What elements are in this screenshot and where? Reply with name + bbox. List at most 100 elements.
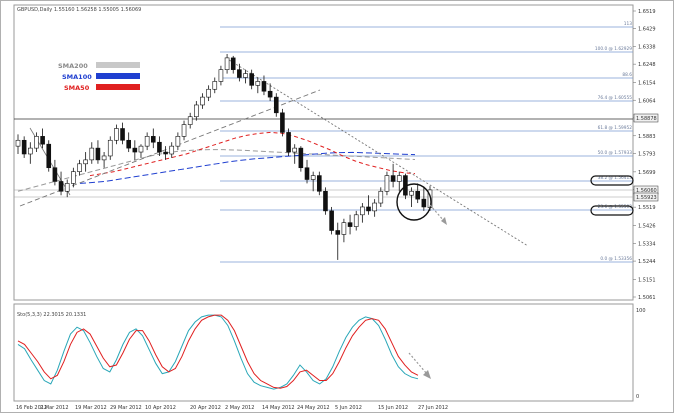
candle-body xyxy=(169,145,175,155)
candle-body xyxy=(64,183,70,192)
stoch-k-line xyxy=(17,314,419,390)
candle-body xyxy=(114,128,119,141)
fib-level-label: 38.2 @ 1.56413 xyxy=(598,175,633,181)
candle-body xyxy=(89,147,95,161)
candle-body xyxy=(34,136,39,149)
price-badge-label: 1.56060 xyxy=(636,188,657,194)
candle-body xyxy=(415,190,421,200)
price-tick-label: 1.5699 xyxy=(638,170,656,176)
candle-body xyxy=(384,175,390,192)
candle-body xyxy=(107,139,113,157)
candle-body xyxy=(206,88,211,98)
sma100-line xyxy=(79,151,416,184)
date-label: 16 Feb 2012 xyxy=(16,405,47,411)
price-tick-label: 1.5519 xyxy=(638,205,656,211)
price-tick-label: 1.5426 xyxy=(638,223,656,229)
chart-title: GBPUSD,Daily 1.55160 1.56258 1.55005 1.5… xyxy=(17,7,141,13)
price-tick-label: 1.6429 xyxy=(638,27,656,33)
candle-body xyxy=(298,147,304,169)
date-label: 24 May 2012 xyxy=(297,405,330,411)
candle-body xyxy=(144,136,150,147)
fib-level-label: 100.0 @ 1.62929 xyxy=(595,46,632,52)
price-tick-label: 1.5883 xyxy=(638,134,656,140)
price-tick-label: 1.6338 xyxy=(638,45,656,51)
candle-body xyxy=(21,139,27,155)
candle-body xyxy=(40,136,45,145)
candle-body xyxy=(267,90,273,98)
candle-body xyxy=(132,147,138,153)
date-label: 27 Jun 2012 xyxy=(418,405,448,411)
date-label: 2 May 2012 xyxy=(225,405,254,411)
price-tick-label: 1.5061 xyxy=(638,295,656,301)
fib-level-label: 113 xyxy=(624,21,632,27)
date-label: 2 Mar 2012 xyxy=(40,405,69,411)
fib-level-label: 50.0 @ 1.57933 xyxy=(598,150,633,156)
candle-body xyxy=(304,167,310,180)
candle-body xyxy=(138,145,144,153)
candle-body xyxy=(286,132,291,153)
candle-body xyxy=(378,190,384,204)
candle-body xyxy=(46,143,52,169)
sma200-line xyxy=(17,149,416,192)
main-chart-panel[interactable] xyxy=(13,4,634,301)
price-tick-label: 1.5244 xyxy=(638,259,656,265)
date-label: 15 Jun 2012 xyxy=(378,405,408,411)
candle-body xyxy=(52,167,58,182)
candle-body xyxy=(157,141,162,153)
legend-sma200-label: SMA200 xyxy=(58,62,88,70)
candle-body xyxy=(409,190,414,196)
candle-body xyxy=(323,190,328,212)
fib-level-label: 88.6 xyxy=(622,72,632,78)
price-tick-label: 1.6064 xyxy=(638,98,656,104)
price-tick-label: 1.5151 xyxy=(638,277,656,283)
fib-level-label: 61.8 @ 1.59952 xyxy=(598,125,633,131)
legend-sma200-swatch xyxy=(96,62,140,68)
candle-body xyxy=(366,206,371,212)
fib-236-highlight-oval xyxy=(590,205,634,216)
candle-body xyxy=(237,69,242,78)
candle-body xyxy=(150,136,156,143)
price-tick-label: 1.6248 xyxy=(638,62,656,68)
candle-body xyxy=(194,104,199,118)
candle-body xyxy=(353,214,359,227)
candle-body xyxy=(329,210,334,231)
price-tick-label: 1.5334 xyxy=(638,241,656,247)
legend-sma50-label: SMA50 xyxy=(64,84,90,92)
oscillator-label: Sto(5,3,3) 22.3015 20.1331 xyxy=(17,312,86,318)
candle-body xyxy=(372,202,377,212)
candle-body xyxy=(175,136,181,147)
fib-382-highlight-oval xyxy=(590,175,634,186)
stoch-d-line xyxy=(17,314,419,389)
candle-body xyxy=(58,181,64,192)
date-label: 14 May 2012 xyxy=(262,405,295,411)
ma-legend: SMA200 SMA100 SMA50 xyxy=(58,62,140,92)
downtrend-line xyxy=(225,57,529,247)
candle-body xyxy=(200,96,205,106)
date-label: 20 Apr 2012 xyxy=(190,405,221,411)
candle-body xyxy=(317,175,322,192)
candle-body xyxy=(243,73,248,78)
candle-body xyxy=(83,159,88,165)
legend-sma100-label: SMA100 xyxy=(62,73,92,81)
candle-body xyxy=(163,151,168,155)
candle-body xyxy=(396,175,402,182)
candle-body xyxy=(77,163,82,172)
candle-body xyxy=(335,230,341,235)
candle-body xyxy=(95,147,101,161)
candle-body xyxy=(181,124,187,137)
candle-body xyxy=(273,96,279,114)
legend-sma50-swatch xyxy=(96,84,140,90)
oscillator-panel[interactable] xyxy=(13,303,634,402)
candle-body xyxy=(341,222,347,235)
price-tick-label: 1.6519 xyxy=(638,9,656,15)
candle-body xyxy=(390,175,396,182)
price-badge-label: 1.55923 xyxy=(636,195,657,201)
candle-body xyxy=(347,222,353,227)
candle-body xyxy=(71,171,76,184)
candle-body xyxy=(360,206,365,216)
candle-body xyxy=(310,175,316,180)
candle-body xyxy=(280,112,285,133)
price-tick-label: 1.6154 xyxy=(638,81,656,87)
price-badge xyxy=(633,192,659,202)
candle-body xyxy=(101,155,107,161)
